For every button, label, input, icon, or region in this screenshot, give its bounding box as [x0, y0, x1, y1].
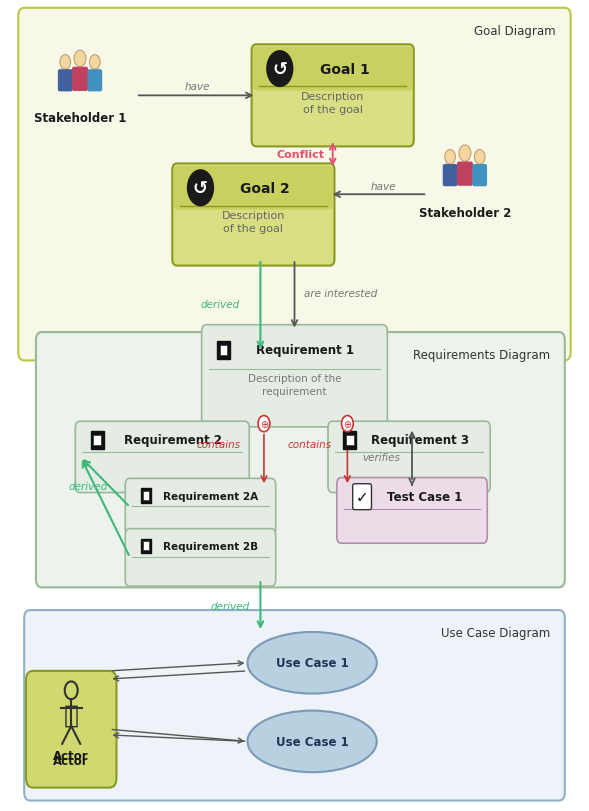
Text: contains: contains: [196, 440, 240, 449]
Text: Test Case 1: Test Case 1: [387, 491, 462, 504]
FancyBboxPatch shape: [128, 482, 273, 510]
Bar: [91, 431, 104, 449]
FancyBboxPatch shape: [457, 162, 473, 187]
Text: Description of the
requirement: Description of the requirement: [248, 374, 341, 397]
Bar: [93, 435, 101, 446]
Text: Requirement 2A: Requirement 2A: [164, 491, 259, 501]
Text: Stakeholder 2: Stakeholder 2: [419, 206, 511, 219]
Text: Description
of the goal: Description of the goal: [221, 211, 285, 234]
FancyBboxPatch shape: [58, 70, 72, 92]
Circle shape: [445, 150, 455, 165]
Text: Stakeholder 1: Stakeholder 1: [34, 112, 126, 125]
Text: Requirement 2: Requirement 2: [124, 434, 222, 447]
Text: Conflict: Conflict: [276, 149, 325, 160]
Text: ⊕: ⊕: [260, 419, 268, 429]
Text: Use Case 1: Use Case 1: [276, 656, 349, 669]
Circle shape: [459, 146, 471, 162]
FancyBboxPatch shape: [252, 45, 414, 148]
Text: Requirement 1: Requirement 1: [256, 344, 354, 357]
Text: Goal Diagram: Goal Diagram: [474, 25, 556, 38]
Bar: [346, 435, 353, 446]
FancyBboxPatch shape: [201, 325, 388, 427]
FancyBboxPatch shape: [88, 70, 102, 92]
Text: Actor: Actor: [54, 753, 89, 766]
FancyBboxPatch shape: [328, 422, 490, 493]
FancyBboxPatch shape: [24, 611, 565, 800]
FancyBboxPatch shape: [174, 167, 333, 210]
FancyBboxPatch shape: [443, 165, 458, 187]
Circle shape: [267, 52, 293, 88]
Text: Requirement 3: Requirement 3: [370, 434, 469, 447]
Circle shape: [342, 416, 353, 432]
Text: Description
of the goal: Description of the goal: [301, 92, 365, 115]
Text: have: have: [185, 83, 210, 92]
Text: ↺: ↺: [193, 179, 208, 198]
Circle shape: [90, 56, 100, 71]
Text: derived: derived: [68, 482, 107, 491]
Bar: [141, 489, 151, 503]
Text: have: have: [371, 182, 396, 192]
Circle shape: [187, 170, 213, 206]
Circle shape: [60, 56, 71, 71]
Text: ⊕: ⊕: [343, 419, 352, 429]
Text: Requirements Diagram: Requirements Diagram: [413, 349, 550, 362]
FancyBboxPatch shape: [26, 671, 117, 787]
Bar: [143, 491, 149, 500]
Text: Use Case 1: Use Case 1: [276, 735, 349, 748]
FancyBboxPatch shape: [125, 478, 276, 536]
FancyBboxPatch shape: [172, 165, 335, 266]
FancyBboxPatch shape: [78, 425, 247, 456]
FancyBboxPatch shape: [353, 484, 372, 510]
Bar: [217, 341, 230, 359]
Bar: [141, 539, 151, 553]
Text: Use Case Diagram: Use Case Diagram: [441, 627, 550, 640]
Text: Requirement 2B: Requirement 2B: [164, 541, 259, 551]
Bar: [220, 345, 227, 356]
Text: derived: derived: [210, 601, 250, 611]
Circle shape: [74, 51, 86, 67]
Text: Goal 1: Goal 1: [320, 62, 369, 76]
Text: contains: contains: [287, 440, 331, 449]
Ellipse shape: [247, 710, 377, 772]
FancyBboxPatch shape: [72, 67, 88, 92]
FancyBboxPatch shape: [472, 165, 487, 187]
Bar: [343, 431, 356, 449]
Text: Goal 2: Goal 2: [240, 182, 290, 195]
Circle shape: [258, 416, 270, 432]
Text: 🕴: 🕴: [64, 703, 79, 727]
FancyBboxPatch shape: [253, 48, 412, 92]
Ellipse shape: [247, 633, 377, 693]
Text: verifies: verifies: [362, 453, 401, 462]
FancyBboxPatch shape: [128, 532, 273, 560]
Text: Actor: Actor: [54, 749, 89, 762]
FancyBboxPatch shape: [36, 333, 565, 588]
Text: are interested: are interested: [304, 289, 377, 298]
FancyBboxPatch shape: [337, 478, 487, 543]
FancyBboxPatch shape: [330, 425, 488, 456]
FancyBboxPatch shape: [75, 422, 249, 493]
FancyBboxPatch shape: [204, 328, 385, 372]
FancyBboxPatch shape: [125, 529, 276, 586]
Text: ↺: ↺: [272, 61, 287, 79]
Text: derived: derived: [200, 299, 240, 309]
Bar: [143, 542, 149, 551]
Text: ✓: ✓: [356, 490, 369, 504]
FancyBboxPatch shape: [18, 9, 571, 361]
Circle shape: [474, 150, 485, 165]
